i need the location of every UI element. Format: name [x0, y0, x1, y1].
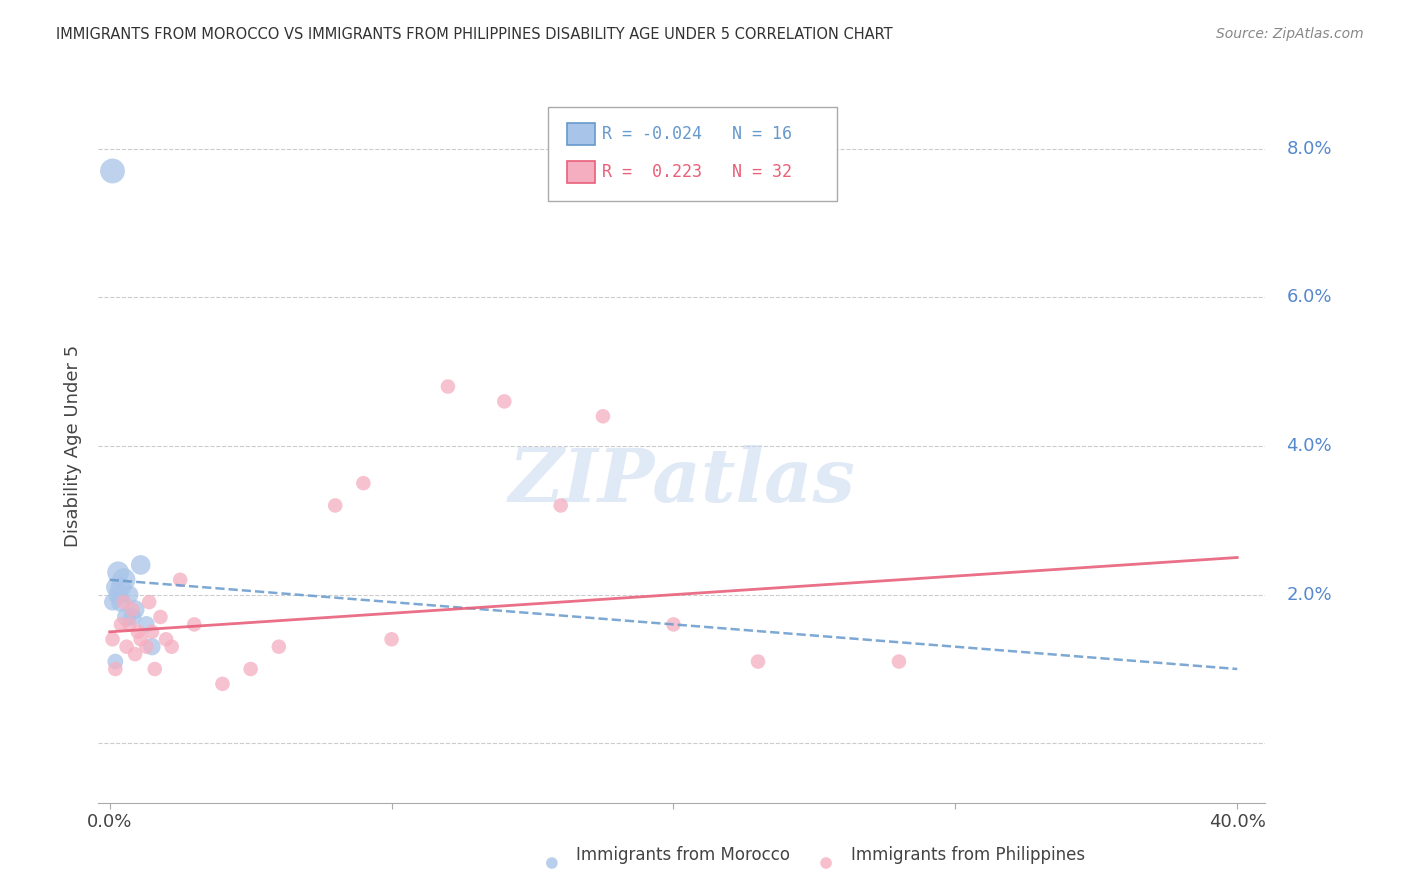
Point	[121, 610, 143, 624]
Point	[118, 588, 141, 602]
Text: ZIPatlas: ZIPatlas	[509, 445, 855, 518]
Point	[107, 566, 129, 580]
Point	[115, 610, 138, 624]
Y-axis label: Disability Age Under 5: Disability Age Under 5	[65, 345, 83, 547]
Point	[101, 632, 124, 647]
Point	[129, 558, 152, 572]
Point	[124, 602, 146, 616]
Point	[155, 632, 177, 647]
Text: 2.0%: 2.0%	[1286, 586, 1331, 604]
Text: 6.0%: 6.0%	[1286, 288, 1331, 306]
Point	[323, 499, 346, 513]
Point	[352, 476, 374, 491]
Text: 4.0%: 4.0%	[1286, 437, 1331, 455]
Point	[138, 595, 160, 609]
Point	[110, 580, 132, 594]
Point	[112, 595, 135, 609]
Text: R = -0.024   N = 16: R = -0.024 N = 16	[602, 125, 792, 143]
Point	[101, 164, 124, 178]
Point	[135, 640, 157, 654]
Point	[267, 640, 290, 654]
Point	[160, 640, 183, 654]
Point	[107, 588, 129, 602]
Point	[101, 595, 124, 609]
Point	[110, 617, 132, 632]
Text: IMMIGRANTS FROM MOROCCO VS IMMIGRANTS FROM PHILIPPINES DISABILITY AGE UNDER 5 CO: IMMIGRANTS FROM MOROCCO VS IMMIGRANTS FR…	[56, 27, 893, 42]
Point	[149, 610, 172, 624]
Point	[127, 624, 149, 639]
Point	[239, 662, 262, 676]
Point	[662, 617, 685, 632]
Point	[211, 677, 233, 691]
Point	[112, 573, 135, 587]
Point	[141, 624, 163, 639]
Point	[104, 655, 127, 669]
Text: R =  0.223   N = 32: R = 0.223 N = 32	[602, 163, 792, 181]
Point	[540, 856, 562, 871]
Text: Source: ZipAtlas.com: Source: ZipAtlas.com	[1216, 27, 1364, 41]
Point	[381, 632, 404, 647]
Point	[143, 662, 166, 676]
Point	[121, 602, 143, 616]
Point	[118, 617, 141, 632]
Point	[887, 655, 910, 669]
Point	[141, 640, 163, 654]
Point	[104, 662, 127, 676]
Point	[124, 647, 146, 661]
Text: Immigrants from Morocco: Immigrants from Morocco	[576, 846, 790, 863]
Text: Immigrants from Philippines: Immigrants from Philippines	[851, 846, 1085, 863]
Point	[747, 655, 769, 669]
Text: 8.0%: 8.0%	[1286, 140, 1331, 158]
Point	[110, 595, 132, 609]
Point	[129, 632, 152, 647]
Point	[183, 617, 205, 632]
Point	[135, 617, 157, 632]
Point	[494, 394, 516, 409]
Point	[437, 379, 460, 393]
Point	[169, 573, 191, 587]
Point	[115, 640, 138, 654]
Point	[815, 856, 838, 871]
Point	[104, 580, 127, 594]
Point	[550, 499, 572, 513]
Point	[592, 409, 614, 424]
